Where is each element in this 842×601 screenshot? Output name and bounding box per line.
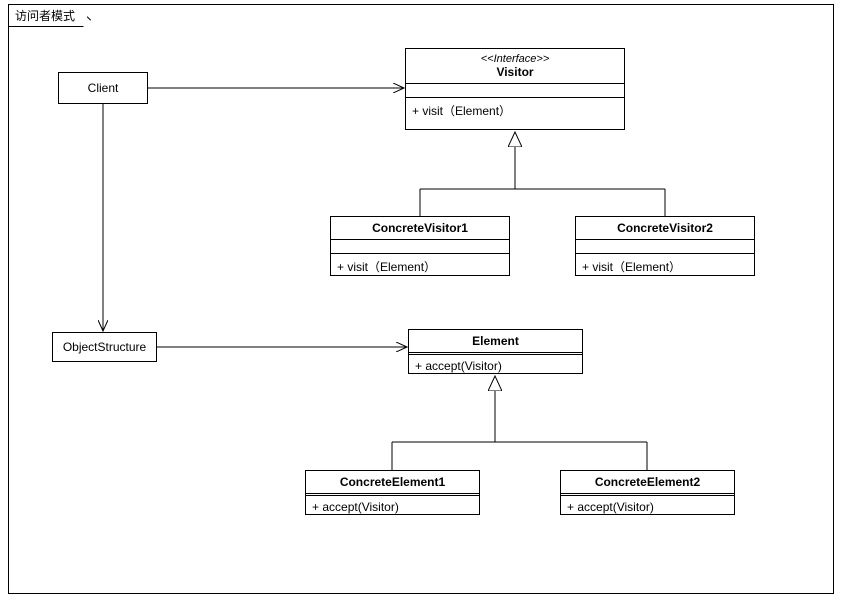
frame-title: 访问者模式: [9, 5, 84, 27]
client-label: Client: [88, 81, 119, 95]
visitor-name: Visitor: [496, 65, 533, 79]
celem2-title: ConcreteElement2: [561, 471, 734, 496]
node-concrete-element-1: ConcreteElement1 + accept(Visitor): [305, 470, 480, 515]
cvisitor2-attrs: [576, 240, 754, 254]
cvisitor1-title: ConcreteVisitor1: [331, 217, 509, 240]
cvisitor2-method: + visit（Element）: [576, 254, 754, 279]
celem1-method: + accept(Visitor): [306, 496, 479, 518]
node-object-structure: ObjectStructure: [52, 332, 157, 362]
element-method: + accept(Visitor): [409, 355, 582, 377]
visitor-attrs: [406, 84, 624, 98]
cvisitor2-title: ConcreteVisitor2: [576, 217, 754, 240]
cvisitor1-method: + visit（Element）: [331, 254, 509, 279]
objstruct-label: ObjectStructure: [63, 340, 146, 354]
visitor-title: <<Interface>> Visitor: [406, 49, 624, 84]
frame-title-text: 访问者模式: [15, 9, 75, 23]
node-concrete-visitor-2: ConcreteVisitor2 + visit（Element）: [575, 216, 755, 276]
node-concrete-visitor-1: ConcreteVisitor1 + visit（Element）: [330, 216, 510, 276]
node-client: Client: [58, 72, 148, 104]
node-element: Element + accept(Visitor): [408, 329, 583, 374]
visitor-stereotype: <<Interface>>: [412, 53, 618, 65]
node-concrete-element-2: ConcreteElement2 + accept(Visitor): [560, 470, 735, 515]
celem2-method: + accept(Visitor): [561, 496, 734, 518]
visitor-method: + visit（Element）: [406, 98, 624, 123]
cvisitor1-attrs: [331, 240, 509, 254]
celem1-title: ConcreteElement1: [306, 471, 479, 496]
node-visitor: <<Interface>> Visitor + visit（Element）: [405, 48, 625, 130]
element-title: Element: [409, 330, 582, 355]
diagram-canvas: 访问者模式 Client <<Interface>> Visitor + vis…: [0, 0, 842, 601]
